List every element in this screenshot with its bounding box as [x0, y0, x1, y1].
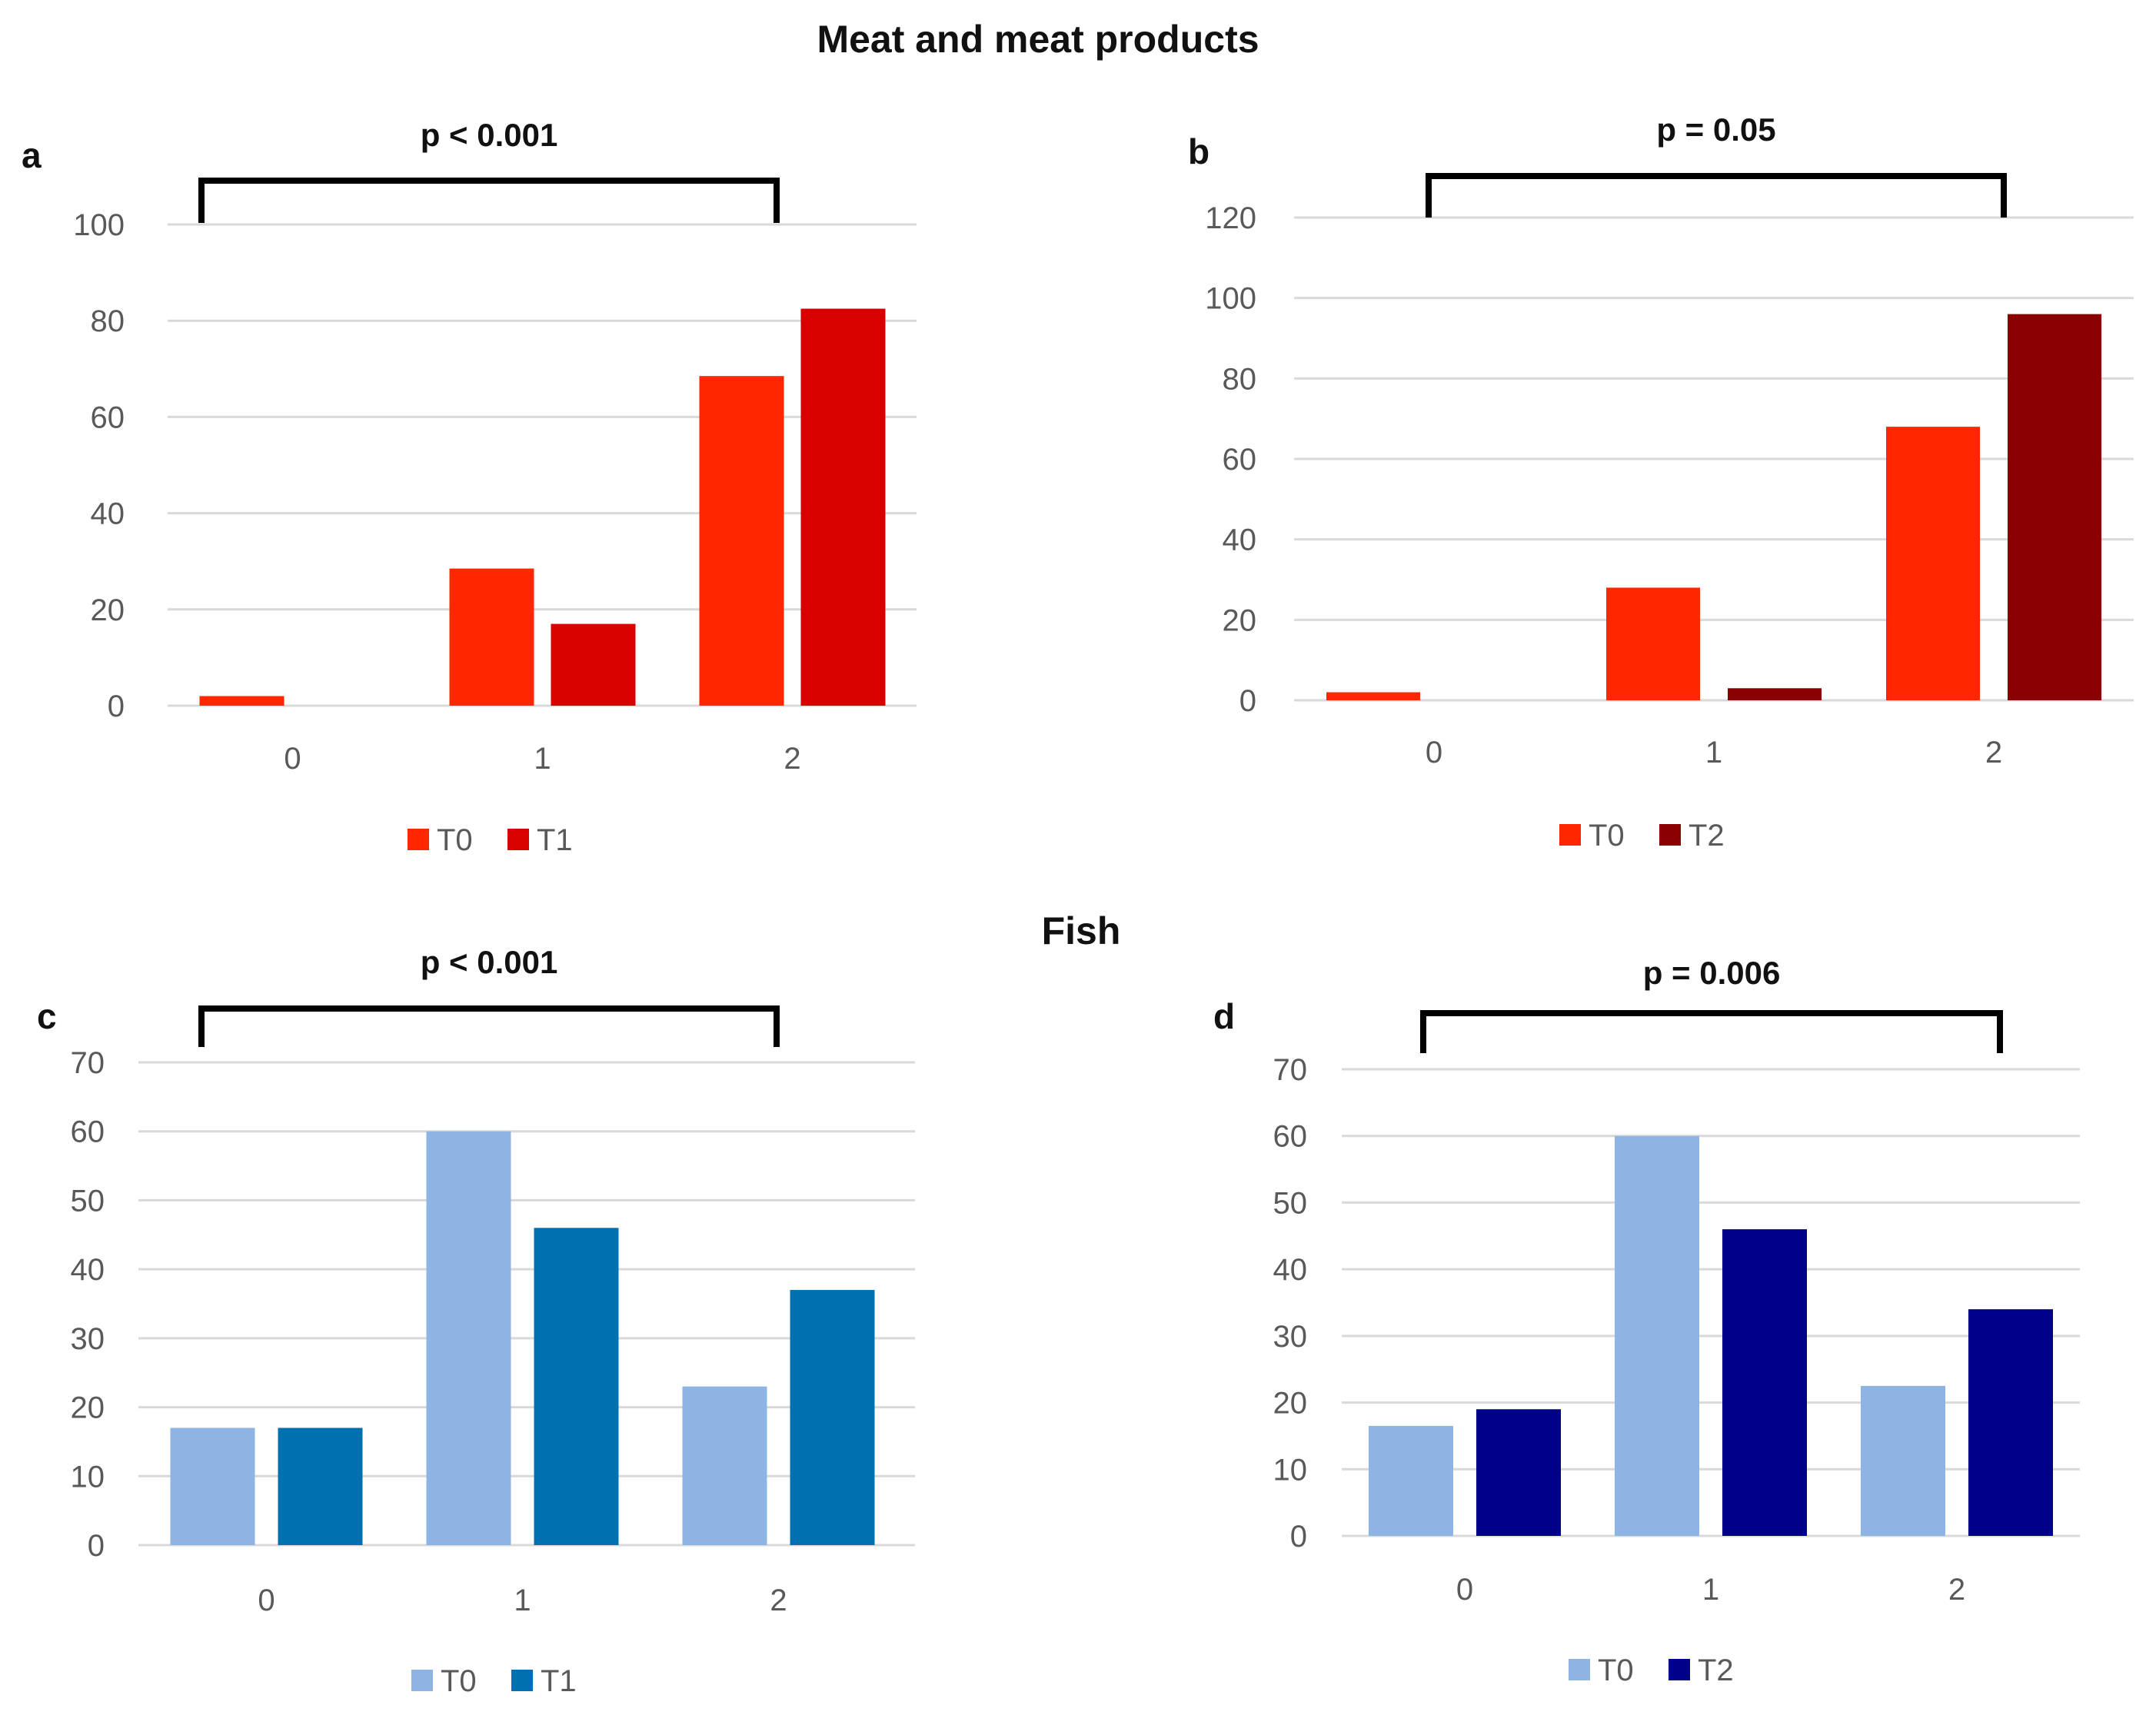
- y-tick-label: 70: [1273, 1053, 1308, 1087]
- bar-t0-cat-1: [1606, 587, 1700, 700]
- bar-t2-cat-2: [2008, 314, 2101, 700]
- bar-t2-cat-2: [1968, 1309, 2053, 1536]
- bar-t2-cat-0: [1476, 1409, 1561, 1536]
- chart-panel-d: 0 10 20 30 40 50 60 70 0 1 2 d p = 0.006 T0 T2: [1213, 955, 2080, 1687]
- legend-swatch-t1: [511, 1670, 533, 1691]
- y-tick-label: 40: [1273, 1253, 1308, 1287]
- y-tick-label: 50: [1273, 1186, 1308, 1220]
- chart-panel-c: 0 10 20 30 40 50 60 70 0 1 2 c p < 0.001 T0 T1: [37, 944, 915, 1698]
- legend-label-t0: T0: [1598, 1654, 1634, 1687]
- panel-letter: c: [37, 996, 57, 1036]
- y-tick-label: 20: [91, 593, 125, 627]
- p-value-label: p < 0.001: [421, 944, 558, 980]
- y-tick-label: 100: [1205, 282, 1256, 316]
- bar-t1-cat-0: [278, 1428, 363, 1545]
- y-tick-label: 100: [73, 208, 125, 242]
- chart-panel-a: 0 20 40 60 80 100 0 1 2 a p < 0.001 T0 T1: [22, 117, 917, 857]
- significance-bracket: [1420, 1010, 2003, 1053]
- x-tick-label: 2: [1985, 736, 2002, 769]
- legend-label-t1: T1: [537, 823, 573, 857]
- y-tick-label: 10: [1273, 1453, 1308, 1487]
- y-tick-label: 0: [1239, 684, 1256, 718]
- bar-t2-cat-1: [1728, 688, 1822, 700]
- bar-t0-cat-1: [1615, 1135, 1699, 1536]
- bar-t0-cat-2: [699, 376, 784, 706]
- x-tick-label: 2: [784, 742, 800, 776]
- y-tick-label: 0: [108, 690, 125, 723]
- legend-swatch-t0: [1559, 824, 1581, 846]
- legend-label-t2: T2: [1698, 1654, 1734, 1687]
- significance-bracket: [198, 1005, 780, 1047]
- legend-label-t0: T0: [1589, 819, 1625, 853]
- x-tick-label: 0: [1426, 736, 1442, 769]
- bar-t0-cat-2: [1886, 427, 1980, 700]
- legend-swatch-t1: [507, 829, 529, 850]
- y-tick-label: 40: [1223, 523, 1257, 557]
- y-tick-label: 40: [91, 497, 125, 531]
- bar-t1-cat-2: [800, 308, 886, 706]
- x-tick-label: 2: [770, 1584, 787, 1617]
- p-value-label: p = 0.006: [1643, 955, 1781, 991]
- bar-t0-cat-0: [199, 696, 284, 706]
- significance-bracket: [1426, 173, 2007, 218]
- x-tick-label: 1: [1705, 736, 1722, 769]
- legend-label-t2: T2: [1689, 819, 1725, 853]
- y-tick-label: 120: [1205, 201, 1256, 235]
- p-value-label: p < 0.001: [421, 117, 558, 153]
- y-tick-label: 30: [1273, 1320, 1308, 1354]
- fish-section-title: Fish: [1041, 909, 1121, 952]
- x-tick-label: 0: [284, 742, 301, 776]
- x-tick-label: 0: [258, 1584, 274, 1617]
- bar-t0-cat-1: [449, 568, 534, 706]
- bar-t2-cat-1: [1722, 1229, 1807, 1536]
- panel-letter: b: [1188, 131, 1209, 171]
- meat-section-title: Meat and meat products: [817, 18, 1259, 61]
- legend-swatch-t2: [1669, 1659, 1690, 1680]
- legend-swatch-t2: [1659, 824, 1681, 846]
- legend-swatch-t0: [1569, 1659, 1590, 1680]
- y-tick-label: 10: [71, 1460, 105, 1494]
- x-tick-label: 1: [534, 742, 551, 776]
- significance-bracket: [198, 178, 780, 223]
- x-tick-label: 0: [1456, 1573, 1473, 1607]
- y-tick-label: 0: [88, 1529, 105, 1563]
- bar-t0-cat-1: [426, 1131, 511, 1545]
- p-value-label: p = 0.05: [1656, 111, 1775, 148]
- legend-label-t1: T1: [541, 1664, 577, 1698]
- bar-t0-cat-0: [1369, 1425, 1453, 1536]
- bar-t0-cat-0: [1326, 692, 1420, 700]
- x-tick-label: 1: [1702, 1573, 1719, 1607]
- y-tick-label: 80: [1223, 362, 1257, 396]
- y-tick-label: 30: [71, 1322, 105, 1356]
- y-tick-label: 0: [1290, 1520, 1307, 1554]
- legend-swatch-t0: [411, 1670, 433, 1691]
- x-tick-label: 1: [514, 1584, 531, 1617]
- y-tick-label: 20: [71, 1391, 105, 1425]
- y-tick-label: 40: [71, 1253, 105, 1287]
- x-tick-label: 2: [1948, 1573, 1965, 1607]
- y-tick-label: 20: [1273, 1387, 1308, 1421]
- y-tick-label: 60: [1223, 443, 1257, 477]
- legend-swatch-t0: [408, 829, 429, 850]
- panel-letter: d: [1213, 996, 1235, 1036]
- panel-letter: a: [22, 135, 42, 175]
- y-tick-label: 60: [1273, 1120, 1308, 1154]
- y-tick-label: 60: [91, 401, 125, 434]
- bar-t1-cat-1: [551, 623, 636, 706]
- y-tick-label: 80: [91, 304, 125, 338]
- legend-label-t0: T0: [441, 1664, 477, 1698]
- bar-t0-cat-0: [170, 1428, 255, 1545]
- y-tick-label: 20: [1223, 603, 1257, 637]
- bar-t1-cat-2: [790, 1290, 875, 1545]
- chart-panel-b: 0 20 40 60 80 100 120 0 1 2 b p = 0.05 T0 T2: [1188, 111, 2134, 853]
- bar-t0-cat-2: [682, 1386, 767, 1545]
- y-tick-label: 70: [71, 1046, 105, 1080]
- y-tick-label: 50: [71, 1184, 105, 1218]
- bar-t1-cat-1: [534, 1228, 619, 1545]
- y-tick-label: 60: [71, 1115, 105, 1149]
- bar-t0-cat-2: [1861, 1385, 1945, 1536]
- legend-label-t0: T0: [437, 823, 473, 857]
